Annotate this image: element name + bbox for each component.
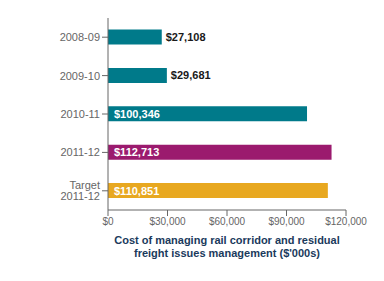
svg-text:$60,000: $60,000 <box>209 216 246 227</box>
svg-text:$29,681: $29,681 <box>171 69 211 81</box>
svg-text:$112,713: $112,713 <box>114 146 159 158</box>
svg-text:$30,000: $30,000 <box>149 216 186 227</box>
svg-text:2008-09: 2008-09 <box>60 31 100 43</box>
svg-text:2009-10: 2009-10 <box>60 70 100 82</box>
svg-text:2010-11: 2010-11 <box>60 108 100 120</box>
svg-text:Cost of managing rail corridor: Cost of managing rail corridor and resid… <box>114 234 340 259</box>
svg-text:$110,851: $110,851 <box>114 185 159 197</box>
svg-text:$120,000: $120,000 <box>325 216 367 227</box>
svg-text:Target2011-12: Target2011-12 <box>60 179 100 202</box>
svg-text:$100,346: $100,346 <box>114 108 160 120</box>
svg-text:$90,000: $90,000 <box>268 216 305 227</box>
svg-text:2011-12: 2011-12 <box>60 146 100 158</box>
svg-text:$27,108: $27,108 <box>166 31 206 43</box>
svg-text:$0: $0 <box>102 216 114 227</box>
